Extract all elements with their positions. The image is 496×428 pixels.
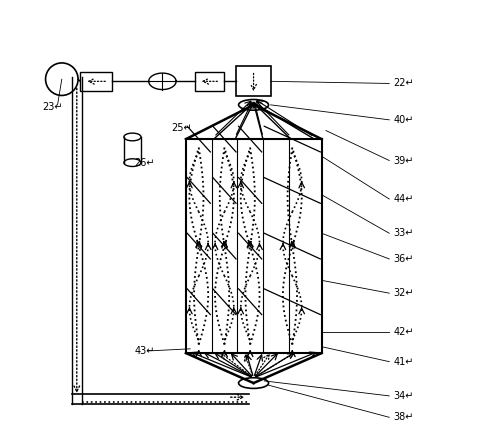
Text: 33↵: 33↵ (393, 228, 414, 238)
Text: 42↵: 42↵ (393, 327, 414, 337)
Bar (237, 66, 271, 96)
Text: 39↵: 39↵ (393, 155, 414, 166)
Text: 34↵: 34↵ (393, 391, 414, 401)
Text: 44↵: 44↵ (393, 194, 414, 204)
Bar (80, 72, 112, 91)
Bar (194, 72, 225, 91)
Text: 25↵: 25↵ (171, 123, 191, 134)
Text: 23↵: 23↵ (43, 102, 63, 112)
Text: 41↵: 41↵ (393, 357, 414, 367)
Text: 43↵: 43↵ (134, 346, 155, 356)
Text: 32↵: 32↵ (393, 288, 414, 298)
Text: 26↵: 26↵ (134, 158, 155, 168)
Text: 36↵: 36↵ (393, 254, 414, 264)
Text: 40↵: 40↵ (393, 115, 414, 125)
Text: 38↵: 38↵ (393, 412, 414, 422)
Text: 22↵: 22↵ (393, 78, 414, 89)
